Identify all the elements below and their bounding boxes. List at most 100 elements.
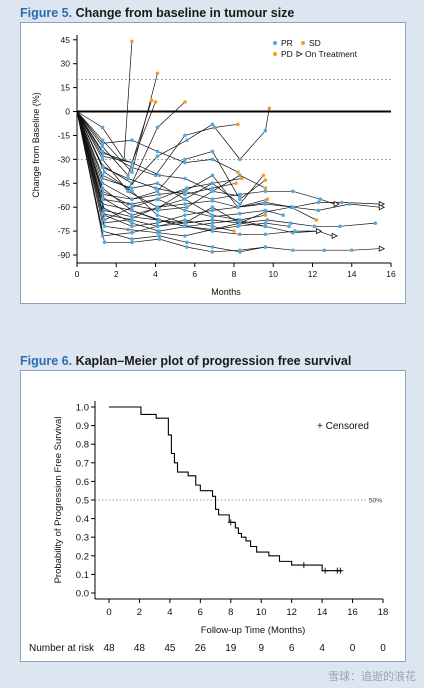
pr-marker (157, 173, 162, 178)
pr-marker (126, 227, 130, 232)
pr-marker (210, 250, 215, 254)
x-tick-label: 2 (114, 269, 119, 279)
pr-marker (183, 176, 187, 181)
pr-marker (183, 234, 187, 238)
pr-marker (155, 205, 160, 209)
pr-marker (291, 248, 295, 253)
pr-marker (100, 211, 105, 216)
x-tick-label: 6 (192, 269, 197, 279)
series-line (76, 111, 268, 216)
pr-marker (263, 221, 268, 225)
y-tick-label: 0.4 (76, 514, 89, 525)
pd-marker (265, 197, 270, 202)
pr-marker (100, 176, 105, 181)
pr-marker (183, 197, 187, 202)
x-tick-label: 4 (167, 607, 172, 618)
pr-marker (263, 224, 268, 229)
pr-marker (210, 245, 215, 249)
pr-marker (157, 237, 162, 241)
series-line (76, 111, 317, 235)
x-tick-label: 12 (308, 269, 318, 279)
pr-marker (210, 208, 215, 213)
pr-marker (183, 224, 187, 229)
series-line (76, 111, 213, 237)
pr-marker (102, 218, 107, 222)
pr-marker (183, 213, 187, 217)
spider-plot: 45 30 15 0 -15 -30 -45 -60 -75 -90 0 2 4 6 8 10 12 14 16 Mo… (31, 35, 396, 297)
risk-count: 26 (195, 643, 207, 654)
y-tick-label: -75 (58, 226, 71, 236)
pr-marker (210, 122, 215, 127)
pr-marker (210, 205, 215, 209)
pd-marker (183, 100, 187, 104)
pr-marker (130, 237, 134, 241)
pr-marker (100, 181, 105, 186)
pr-marker (130, 221, 134, 225)
risk-count: 0 (380, 643, 386, 654)
pr-marker (130, 170, 134, 174)
pr-marker (100, 157, 105, 162)
pr-marker (210, 221, 215, 225)
risk-count: 19 (225, 643, 237, 654)
pr-marker (155, 154, 160, 158)
x-tick-label: 0 (106, 607, 111, 618)
x-tick-label: 8 (228, 607, 233, 618)
pr-marker (183, 218, 187, 222)
x-tick-label: 18 (378, 607, 389, 618)
pd-marker (236, 122, 240, 127)
series-line (76, 101, 156, 164)
pr-marker (210, 199, 215, 203)
censored-mark (227, 519, 234, 526)
y-tick-label: -30 (58, 154, 71, 164)
y-tick-label: 0.1 (76, 570, 89, 581)
pr-marker (185, 138, 189, 143)
pr-marker (347, 202, 352, 206)
pr-marker (238, 232, 242, 237)
pd-marker (263, 186, 268, 190)
pr-marker (130, 165, 134, 170)
pr-marker (102, 170, 107, 174)
y-tick-label: 0.5 (76, 496, 89, 507)
series-line (76, 111, 380, 227)
pr-marker (183, 192, 187, 197)
pr-marker (155, 197, 160, 202)
pr-marker (340, 200, 344, 205)
figure6-number: Figure 6. (20, 354, 73, 368)
risk-count: 4 (319, 643, 325, 654)
censored-mark (322, 567, 329, 574)
watermark: 雪球：追逝的浪花 (328, 671, 416, 683)
km-plot: 1.0 0.9 0.8 0.7 0.6 0.5 0.4 0.3 0.2 0.1 0.0 0 2 4 6 8 10… (29, 401, 389, 654)
pr-marker (130, 230, 134, 235)
pr-marker (316, 200, 321, 205)
pr-marker (100, 138, 105, 143)
on-treatment-arrow (378, 245, 386, 252)
series-line (76, 41, 133, 161)
pr-marker (312, 224, 317, 229)
pr-marker (100, 149, 105, 154)
pr-marker (130, 208, 134, 213)
pd-marker (267, 106, 272, 111)
pr-marker (210, 189, 215, 194)
pr-marker (126, 173, 130, 178)
y-tick-label: 1.0 (76, 403, 89, 414)
pr-marker (238, 194, 242, 198)
pr-marker (100, 186, 105, 190)
risk-table-label: Number at risk (29, 643, 95, 654)
pr-marker (185, 205, 189, 209)
pr-marker (210, 181, 215, 186)
pr-marker (183, 202, 187, 206)
risk-count: 9 (258, 643, 264, 654)
pr-marker (183, 160, 187, 165)
pr-marker (130, 205, 134, 209)
pr-marker (238, 173, 242, 178)
pd-marker (314, 218, 319, 222)
legend-pd-marker (273, 52, 277, 56)
pr-marker (316, 208, 321, 213)
pr-marker (210, 157, 215, 162)
figure5-title: Figure 5. Change from baseline in tumour… (20, 6, 294, 20)
on-treatment-arrow (331, 232, 339, 240)
pr-marker (293, 229, 297, 233)
y-axis-label: Probability of Progression Free Survival (53, 417, 64, 584)
pd-marker (240, 176, 244, 181)
pr-marker (322, 248, 327, 253)
